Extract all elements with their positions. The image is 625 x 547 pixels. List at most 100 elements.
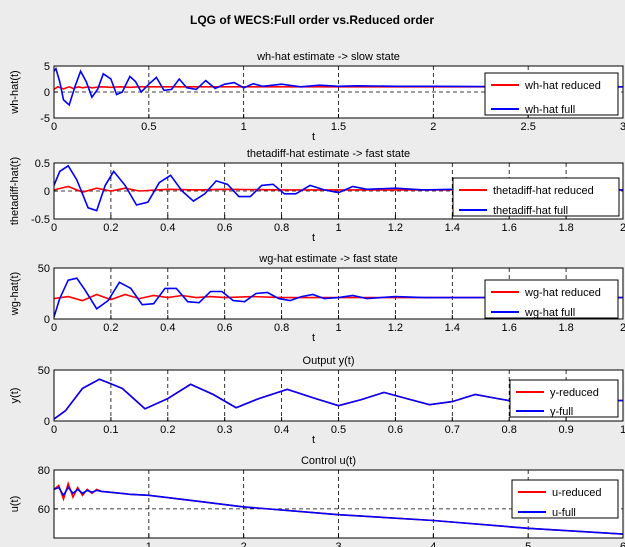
legend: wh-hat reduced wh-hat full — [484, 72, 619, 116]
x-axis-label: t — [312, 332, 315, 344]
x-tick-label: 0 — [51, 222, 57, 234]
y-tick-label: -0.5 — [31, 214, 50, 226]
x-tick-label: 0.7 — [445, 424, 460, 436]
legend-label: thetadiff-hat full — [493, 205, 568, 217]
x-tick-label: 0.6 — [217, 322, 232, 334]
x-tick-label: 0.6 — [388, 424, 403, 436]
x-tick-label: 0.4 — [274, 424, 289, 436]
x-tick-label: 0.2 — [160, 424, 175, 436]
legend-label: wh-hat full — [524, 104, 575, 116]
x-tick-label: 1.5 — [331, 121, 346, 133]
x-tick-label: 1.8 — [558, 222, 573, 234]
legend-label: wh-hat reduced — [524, 80, 601, 92]
legend-label: u-reduced — [552, 487, 602, 499]
x-tick-label: 1.2 — [388, 222, 403, 234]
chart-title: wh-hat estimate -> slow state — [256, 51, 400, 63]
legend-box — [452, 177, 620, 217]
x-tick-label: 2 — [430, 121, 436, 133]
x-tick-label: 1 — [146, 541, 152, 547]
x-tick-label: 0.1 — [103, 424, 118, 436]
x-tick-label: 1.6 — [502, 222, 517, 234]
y-axis-label: y(t) — [9, 388, 21, 404]
x-tick-label: 0 — [51, 322, 57, 334]
figure-title: LQG of WECS:Full order vs.Reduced order — [190, 13, 434, 27]
x-tick-label: 0.2 — [103, 322, 118, 334]
legend-label: thetadiff-hat reduced — [493, 185, 594, 197]
x-tick-label: 1 — [335, 322, 341, 334]
x-tick-label: 0 — [51, 424, 57, 436]
x-tick-label: 3 — [335, 541, 341, 547]
x-tick-label: 0.4 — [160, 222, 175, 234]
series-line-2 — [54, 277, 623, 318]
y-tick-label: -5 — [40, 113, 50, 125]
y-axis-label: u(t) — [9, 496, 21, 513]
y-tick-label: 0 — [44, 314, 50, 326]
legend: wg-hat reduced wg-hat full — [484, 279, 619, 319]
y-tick-label: 80 — [38, 465, 50, 477]
x-tick-label: 1.4 — [445, 222, 460, 234]
x-tick-label: 6 — [620, 541, 625, 547]
y-tick-label: 0 — [44, 186, 50, 198]
legend: y-reduced y-full — [509, 379, 619, 418]
y-tick-label: 0 — [44, 416, 50, 428]
y-tick-label: 60 — [38, 504, 50, 516]
legend: thetadiff-hat reduced thetadiff-hat full — [452, 177, 620, 217]
x-tick-label: 1 — [335, 222, 341, 234]
x-tick-label: 0.3 — [217, 424, 232, 436]
chart-title: thetadiff-hat estimate -> fast state — [247, 148, 410, 160]
x-tick-label: 1.6 — [502, 322, 517, 334]
legend-label: wg-hat full — [524, 307, 575, 319]
y-tick-label: 50 — [38, 365, 50, 377]
legend: u-reduced u-full — [511, 479, 619, 519]
y-tick-label: 0 — [44, 87, 50, 99]
x-tick-label: 0.5 — [141, 121, 156, 133]
x-tick-label: 0.2 — [103, 222, 118, 234]
y-axis-label: wh-hat(t) — [9, 70, 21, 114]
x-tick-label: 2.5 — [521, 121, 536, 133]
chart-panel-2: 0 0.2 0.4 0.6 0.8 1 1.2 1.4 1.6 1.8 2-0.500.5theta… — [9, 148, 625, 244]
legend-label: y-full — [550, 406, 573, 418]
x-tick-label: 0.5 — [331, 424, 346, 436]
x-tick-label: 1.2 — [388, 322, 403, 334]
x-axis-label: t — [312, 434, 315, 446]
x-tick-label: 1 — [620, 424, 625, 436]
series-line-2 — [54, 164, 623, 212]
legend-label: u-full — [552, 507, 576, 519]
x-axis-label: t — [312, 131, 315, 143]
x-tick-label: 0.9 — [558, 424, 573, 436]
x-tick-label: 0.8 — [274, 322, 289, 334]
x-tick-label: 1 — [241, 121, 247, 133]
y-tick-label: 5 — [44, 61, 50, 73]
chart-panel-3: 0 0.2 0.4 0.6 0.8 1 1.2 1.4 1.6 1.8 2 0 50 wg-hat est… — [9, 253, 625, 344]
x-tick-label: 2 — [620, 222, 625, 234]
y-axis-label: wg-hat(t) — [9, 272, 21, 316]
series-line-2 — [54, 378, 623, 420]
x-tick-label: 0.8 — [274, 222, 289, 234]
y-tick-label: 0.5 — [35, 158, 50, 170]
x-tick-label: 5 — [525, 541, 531, 547]
x-tick-label: 2 — [241, 541, 247, 547]
series-line-2 — [54, 486, 623, 535]
legend-label: wg-hat reduced — [524, 287, 601, 299]
x-tick-label: 4 — [430, 541, 436, 547]
legend-label: y-reduced — [550, 387, 599, 399]
chart-panel-4: 0 0.1 0.2 0.3 0.4 0.5 0.6 0.7 0.8 0.9 1 0 50 Output y… — [9, 355, 625, 446]
chart-title: Control u(t) — [301, 455, 356, 467]
x-axis-label: t — [312, 232, 315, 244]
x-tick-label: 1.4 — [445, 322, 460, 334]
x-tick-label: 0.8 — [502, 424, 517, 436]
chart-title: Output y(t) — [303, 355, 355, 367]
y-tick-label: 50 — [38, 263, 50, 275]
x-tick-label: 0.6 — [217, 222, 232, 234]
x-tick-label: 2 — [620, 322, 625, 334]
x-tick-label: 0 — [51, 121, 57, 133]
x-tick-label: 0.4 — [160, 322, 175, 334]
x-tick-label: 3 — [620, 121, 625, 133]
y-axis-label: thetadiff-hat(t) — [9, 157, 21, 225]
series-line-2 — [54, 66, 623, 107]
x-tick-label: 1.8 — [558, 322, 573, 334]
